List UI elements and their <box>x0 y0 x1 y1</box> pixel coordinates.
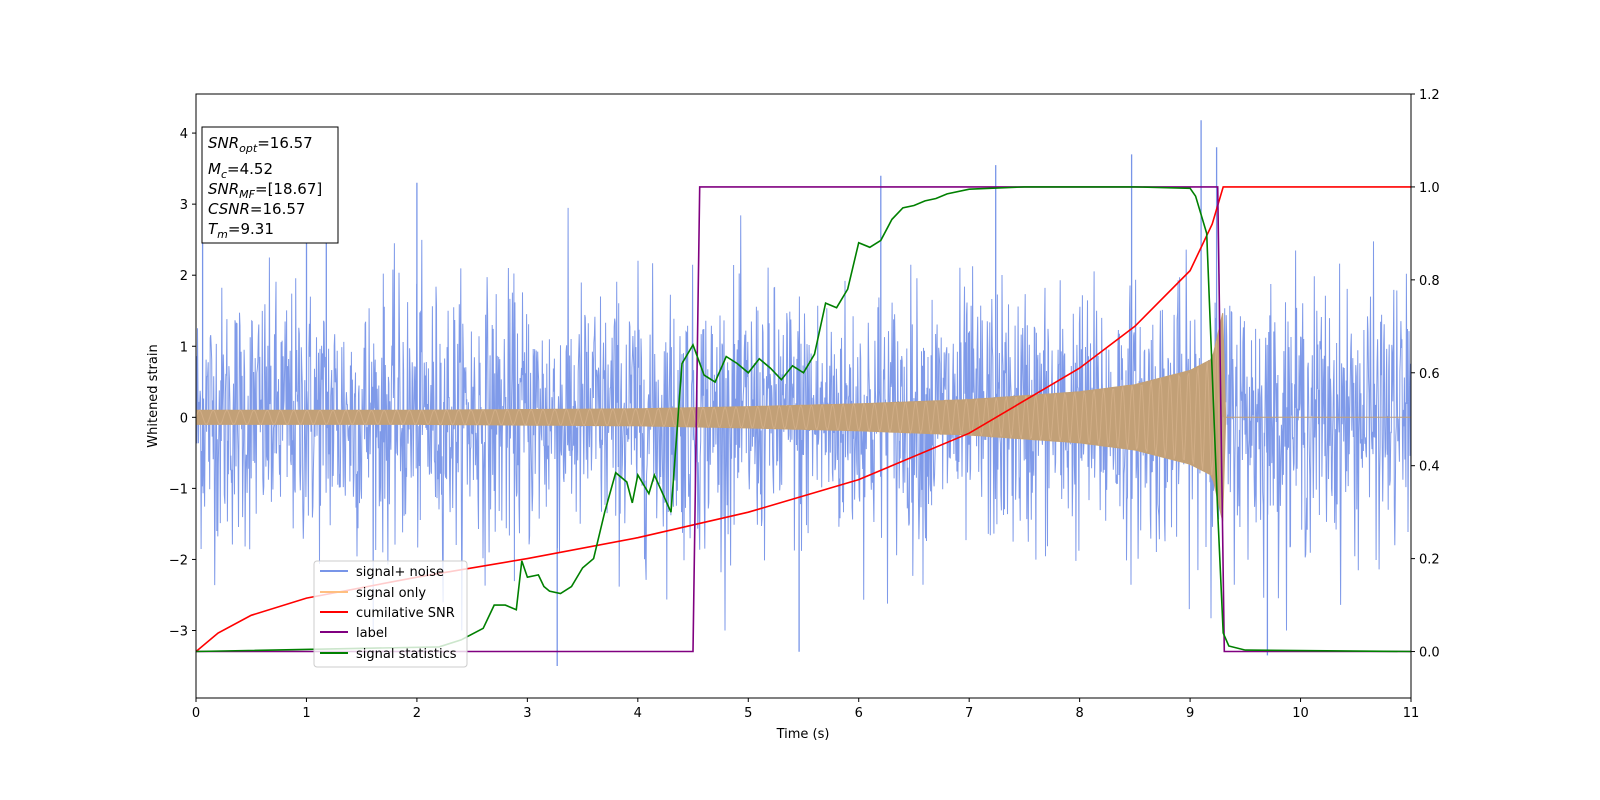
y-tick-label-left: 4 <box>180 127 188 142</box>
y-tick-label-left: −1 <box>169 482 188 497</box>
x-axis-label: Time (s) <box>776 727 830 742</box>
legend-label-signal-statistics: signal statistics <box>356 647 457 662</box>
series-layer <box>196 120 1411 666</box>
x-tick-label: 3 <box>523 706 531 721</box>
x-tick-label: 4 <box>634 706 642 721</box>
y-tick-label-left: 1 <box>180 340 188 355</box>
y-tick-label-left: −2 <box>169 553 188 568</box>
y-tick-label-right: 0.8 <box>1419 274 1440 289</box>
x-tick-label: 2 <box>413 706 421 721</box>
legend-label-signal-noise: signal+ noise <box>356 565 444 580</box>
info-box: SNRopt=16.57 Mc=4.52 SNRMF=[18.67] CSNR=… <box>201 126 339 244</box>
y-tick-label-right: 1.2 <box>1419 88 1440 103</box>
ticks-layer: 0 1 2 3 4 5 6 7 8 9 10 11 −3 −2 −1 0 1 2 3 4 0.0 0.2 0.4 0.6 0.8… <box>169 88 1440 721</box>
series-signal-statistics <box>196 186 1411 653</box>
x-tick-label: 0 <box>192 706 200 721</box>
info-snr-mf: SNRMF=[18.67] <box>208 180 322 201</box>
legend-label-label: label <box>356 626 387 641</box>
x-tick-label: 11 <box>1403 706 1420 721</box>
info-snr-opt: SNRopt=16.57 <box>208 134 313 155</box>
legend-item-cumilative-snr: cumilative SNR <box>320 606 455 621</box>
x-tick-label: 9 <box>1186 706 1194 721</box>
legend-item-signal-noise: signal+ noise <box>320 565 444 580</box>
info-csnr: CSNR=16.57 <box>208 200 305 218</box>
y-tick-label-right: 0.4 <box>1419 460 1440 475</box>
x-tick-label: 10 <box>1292 706 1309 721</box>
legend-frame <box>313 560 468 668</box>
y-tick-label-right: 0.6 <box>1419 367 1440 382</box>
legend-label-signal-only: signal only <box>356 586 426 601</box>
x-tick-label: 5 <box>744 706 752 721</box>
x-tick-label: 6 <box>855 706 863 721</box>
plot-frame <box>195 93 1412 699</box>
x-tick-label: 8 <box>1075 706 1083 721</box>
y-tick-label-right: 0.2 <box>1419 553 1440 568</box>
legend: signal+ noise signal only cumilative SNR… <box>313 560 468 668</box>
info-tm: Tm=9.31 <box>208 220 274 241</box>
y-tick-label-right: 0.0 <box>1419 646 1440 661</box>
legend-item-label: label <box>320 626 387 641</box>
y-tick-label-left: −3 <box>169 624 188 639</box>
legend-item-signal-only: signal only <box>320 586 426 601</box>
y-tick-label-right: 1.0 <box>1419 181 1440 196</box>
legend-item-signal-statistics: signal statistics <box>320 647 457 662</box>
info-box-frame <box>201 126 339 244</box>
y-tick-label-left: 0 <box>180 411 188 426</box>
x-tick-label: 7 <box>965 706 973 721</box>
y-axis-label: Whitened strain <box>146 344 161 447</box>
series-label <box>196 186 1411 653</box>
y-tick-label-left: 3 <box>180 198 188 213</box>
series-cumilative-snr <box>196 186 1411 653</box>
legend-label-cumilative-snr: cumilative SNR <box>356 606 455 621</box>
info-mc: Mc=4.52 <box>208 160 273 181</box>
x-tick-label: 1 <box>302 706 310 721</box>
series-signal-only-oscillation <box>196 340 1224 514</box>
y-tick-label-left: 2 <box>180 269 188 284</box>
